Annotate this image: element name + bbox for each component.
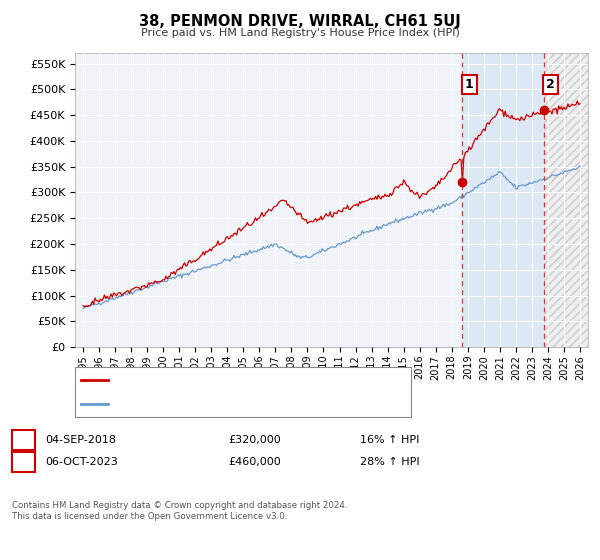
Bar (463, 53, 544, 347)
Text: 28% ↑ HPI: 28% ↑ HPI (360, 457, 419, 467)
Text: 38, PENMON DRIVE, WIRRAL, CH61 5UJ: 38, PENMON DRIVE, WIRRAL, CH61 5UJ (139, 14, 461, 29)
Bar (544, 53, 588, 347)
Bar (544, 53, 588, 347)
Text: £320,000: £320,000 (228, 435, 281, 445)
Text: 1: 1 (20, 435, 27, 445)
Text: 06-OCT-2023: 06-OCT-2023 (45, 457, 118, 467)
Text: 2: 2 (20, 457, 27, 467)
Text: HPI: Average price, detached house, Wirral: HPI: Average price, detached house, Wirr… (112, 399, 336, 409)
Text: Price paid vs. HM Land Registry's House Price Index (HPI): Price paid vs. HM Land Registry's House … (140, 28, 460, 38)
Text: Contains HM Land Registry data © Crown copyright and database right 2024.
This d: Contains HM Land Registry data © Crown c… (12, 501, 347, 521)
Text: 16% ↑ HPI: 16% ↑ HPI (360, 435, 419, 445)
Bar (544, 53, 588, 347)
Text: £460,000: £460,000 (228, 457, 281, 467)
Text: 1: 1 (465, 78, 473, 91)
Text: 2: 2 (547, 78, 555, 91)
Text: 38, PENMON DRIVE, WIRRAL, CH61 5UJ (detached house): 38, PENMON DRIVE, WIRRAL, CH61 5UJ (deta… (112, 375, 409, 385)
Text: 04-SEP-2018: 04-SEP-2018 (45, 435, 116, 445)
